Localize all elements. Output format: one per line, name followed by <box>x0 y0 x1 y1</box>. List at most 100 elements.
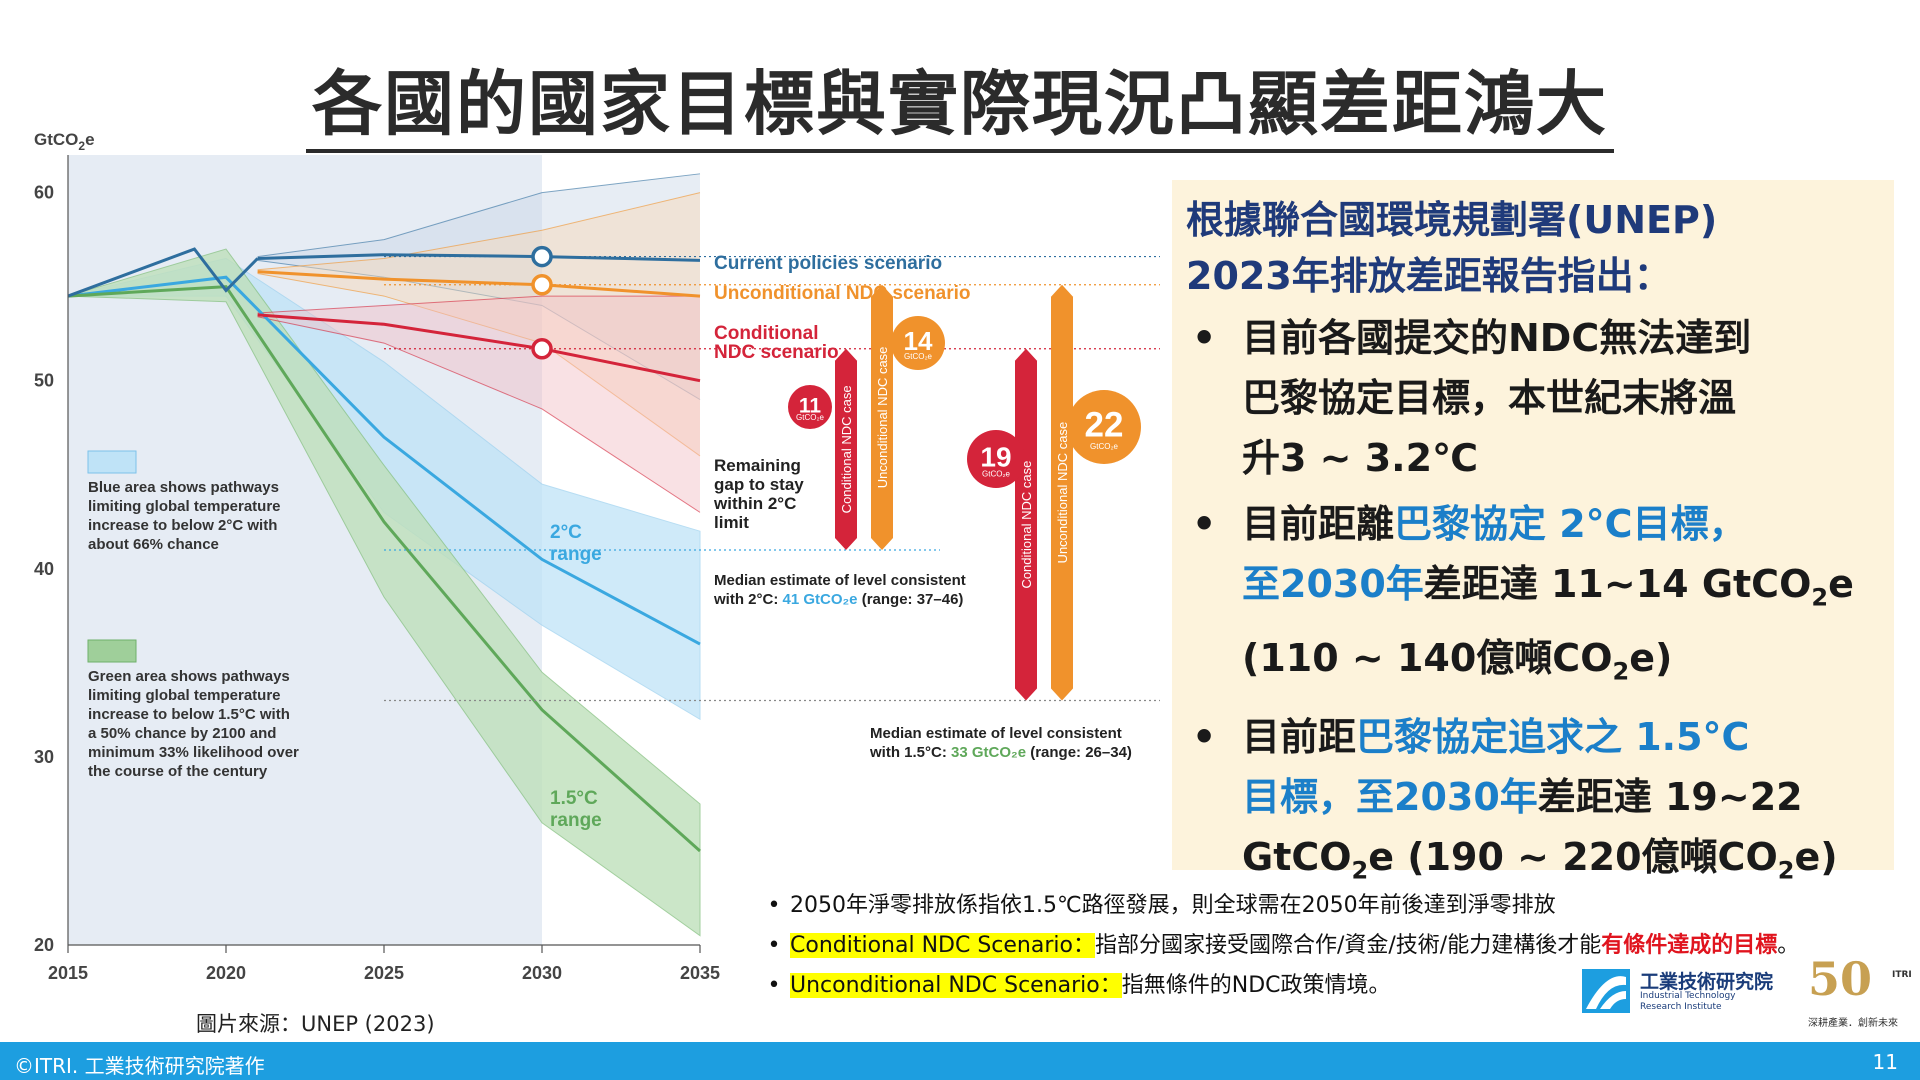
green-legend-swatch <box>87 639 137 663</box>
blue-legend-swatch <box>87 450 137 474</box>
itri-name-cn: 工業技術研究院 <box>1640 971 1774 993</box>
green-legend-text: a 50% chance by 2100 and <box>88 725 276 742</box>
finding-1-line-3: 升3 ~ 3.2℃ <box>1242 436 1479 480</box>
finding-2-year: 至2030年 <box>1242 562 1424 606</box>
finding-item: • 目前各國提交的NDC無法達到 巴黎協定目標，本世紀末將溫 升3 ~ 3.2℃ <box>1186 308 1876 488</box>
gap-case-label: Unconditional NDC case <box>875 347 890 489</box>
finding-2-sub: 2 <box>1811 583 1829 612</box>
gap-value-label: 22 <box>1085 405 1124 444</box>
note-2-end: 。 <box>1777 933 1800 958</box>
conditional-ndc-label: Conditional <box>714 323 818 344</box>
green-legend-text: minimum 33% likelihood over <box>88 744 299 761</box>
scenario-2030-marker <box>531 245 553 268</box>
two-c-range-label: range <box>550 544 602 565</box>
finding-3-line-3c: e) <box>1794 835 1838 880</box>
finding-3-pre: 目前距 <box>1242 715 1357 760</box>
x-tick-label: 2030 <box>522 963 562 983</box>
current-policies-label: Current policies scenario <box>714 253 942 274</box>
blue-legend-text: Blue area shows pathways <box>88 479 279 496</box>
gap-case-label: Conditional NDC case <box>839 385 854 513</box>
scenario-lower-edge <box>257 273 701 457</box>
gap-value-label: 14 <box>904 326 933 356</box>
anniversary-slogan: 深耕產業．創新未來 <box>1808 1018 1898 1029</box>
note-2-term: Conditional NDC Scenario： <box>790 933 1095 958</box>
bullet-icon: • <box>1192 715 1217 760</box>
itri-logo: 工業技術研究院 Industrial Technology Research In… <box>1582 965 1782 1021</box>
median-2c-note: with 2°C: 41 GtCO₂e (range: 37–46) <box>713 591 963 608</box>
gap-unit-label: GtCO₂e <box>904 352 933 361</box>
median-15c-note: with 1.5°C: 33 GtCO₂e (range: 26–34) <box>869 744 1132 761</box>
one-five-c-range-label: range <box>550 810 602 831</box>
note-item: • Unconditional NDC Scenario：指無條件的NDC政策情境… <box>758 966 1918 1006</box>
y-tick-label: 20 <box>34 935 54 955</box>
gap-value-badge <box>788 385 832 429</box>
gap-arrow <box>835 348 857 550</box>
one-five-c-median-line <box>67 285 701 853</box>
scenario-2030-marker <box>531 274 553 296</box>
y-tick-label: 30 <box>34 747 54 767</box>
finding-3-line-3-sub: 2 <box>1351 856 1369 885</box>
green-legend-text: Green area shows pathways <box>88 668 290 685</box>
scenario-band <box>257 296 700 513</box>
page-number: 11 <box>1872 1050 1898 1074</box>
finding-2-line-3b: e) <box>1629 635 1673 680</box>
note-item: • Conditional NDC Scenario：指部分國家接受國際合作/資金… <box>758 926 1918 966</box>
two-c-median-line <box>67 275 701 646</box>
finding-2-gap: 差距達 11~14 GtCO <box>1423 562 1812 606</box>
scenario-upper-edge <box>257 192 701 271</box>
gap-arrow <box>1015 348 1037 701</box>
gap-arrow <box>1051 284 1073 701</box>
anniversary-number: 50 <box>1808 952 1873 1006</box>
remaining-gap-text: gap to stay <box>714 475 804 494</box>
conditional-ndc-label: NDC scenario <box>714 342 839 363</box>
anniversary-tag: ITRI <box>1892 970 1912 980</box>
note-2-text: 指部分國家接受國際合作/資金/技術/能力建構後才能 <box>1094 933 1602 958</box>
finding-3-year: 目標，至2030年 <box>1242 775 1538 820</box>
finding-3-line-3b: e (190 ~ 220億噸CO <box>1368 835 1778 880</box>
note-2-emphasis: 有條件達成的目標 <box>1601 933 1778 958</box>
finding-3-line-3a: GtCO <box>1242 835 1352 880</box>
gap-unit-label: GtCO₂e <box>982 469 1011 478</box>
scenario-line <box>257 313 701 383</box>
findings-heading-2: 2023年排放差距報告指出： <box>1186 254 1672 298</box>
x-tick-label: 2025 <box>364 963 404 983</box>
finding-2-e: e <box>1828 562 1854 606</box>
key-findings-box: 根據聯合國環境規劃署(UNEP) 2023年排放差距報告指出： • 目前各國提交… <box>1172 180 1894 885</box>
finding-2-line-3-sub: 2 <box>1612 657 1630 686</box>
remaining-gap-text: within 2°C <box>713 494 796 513</box>
finding-2-line-3a: (110 ~ 140億噸CO <box>1242 635 1613 680</box>
historical-line <box>67 247 259 298</box>
copyright: ©ITRI. 工業技術研究院著作 <box>14 1054 265 1078</box>
green-legend-text: increase to below 1.5°C with <box>88 706 290 723</box>
bullet-icon: • <box>1192 502 1217 546</box>
scenario-upper-edge <box>257 295 700 314</box>
scenario-upper-edge <box>257 173 701 258</box>
two-c-range-label: 2°C <box>550 522 582 543</box>
finding-1-line-1: 目前各國提交的NDC無法達到 <box>1242 316 1752 360</box>
finding-item: • 目前距巴黎協定追求之 1.5°C 目標，至2030年差距達 19~22 Gt… <box>1186 707 1876 901</box>
scenario-band <box>257 173 700 400</box>
unconditional-ndc-label: Unconditional NDC scenario <box>714 283 971 304</box>
gap-unit-label: GtCO₂e <box>796 413 825 422</box>
finding-3-line-3-sub2: 2 <box>1777 856 1795 885</box>
findings-heading-1: 根據聯合國環境規劃署(UNEP) <box>1186 198 1718 242</box>
gap-value-badge <box>1067 390 1141 464</box>
gap-arrow <box>871 284 893 550</box>
note-bullet-icon: • <box>767 973 781 998</box>
anniversary-logo: 50 ITRI 深耕產業．創新未來 <box>1800 952 1912 1032</box>
scenario-lower-edge <box>257 316 701 513</box>
median-15c-note: Median estimate of level consistent <box>870 725 1122 742</box>
one-five-c-range-label: 1.5°C <box>550 788 598 809</box>
remaining-gap-text: limit <box>714 513 749 532</box>
y-tick-label: 40 <box>34 559 54 579</box>
itri-logo-icon <box>1582 969 1630 1013</box>
note-item: • 2050年淨零排放係指依1.5℃路徑發展，則全球需在2050年前後達到淨零排放 <box>758 886 1918 926</box>
note-bullet-icon: • <box>767 933 781 958</box>
finding-2-pre: 目前距離 <box>1242 502 1395 546</box>
gap-value-label: 11 <box>799 395 822 418</box>
finding-3-target: 巴黎協定追求之 1.5°C <box>1356 715 1750 760</box>
gap-case-label: Unconditional NDC case <box>1055 422 1070 564</box>
footer-bar: ©ITRI. 工業技術研究院著作 11 <box>0 1042 1920 1080</box>
blue-legend-text: about 66% chance <box>88 536 219 553</box>
